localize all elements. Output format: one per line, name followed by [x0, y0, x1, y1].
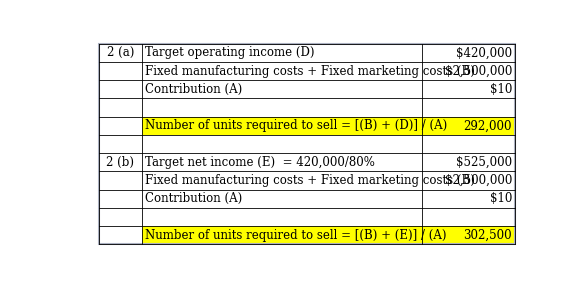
Bar	[99, 171, 142, 190]
Text: $2,500,000: $2,500,000	[445, 65, 512, 78]
Bar	[422, 135, 514, 153]
Bar	[142, 153, 422, 171]
Bar	[142, 171, 422, 190]
Bar	[422, 44, 514, 62]
Bar	[142, 208, 422, 226]
Text: Fixed manufacturing costs + Fixed marketing costs (B): Fixed manufacturing costs + Fixed market…	[145, 174, 475, 187]
Text: 302,500: 302,500	[463, 229, 512, 242]
Text: Number of units required to sell = [(B) + (D)] / (A): Number of units required to sell = [(B) …	[145, 119, 447, 132]
Text: Fixed manufacturing costs + Fixed marketing costs (B): Fixed manufacturing costs + Fixed market…	[145, 65, 475, 78]
Text: 2 (b): 2 (b)	[106, 156, 135, 169]
Bar	[99, 44, 142, 62]
Bar	[99, 226, 142, 244]
Bar	[142, 135, 422, 153]
Bar	[99, 98, 142, 117]
Bar	[142, 44, 422, 62]
Text: Number of units required to sell = [(B) + (E)] / (A): Number of units required to sell = [(B) …	[145, 229, 446, 242]
Bar	[422, 80, 514, 98]
Bar	[422, 190, 514, 208]
Text: $10: $10	[489, 83, 512, 96]
Text: $420,000: $420,000	[456, 46, 512, 59]
Text: $2,500,000: $2,500,000	[445, 174, 512, 187]
Bar	[142, 80, 422, 98]
Text: Contribution (A): Contribution (A)	[145, 192, 242, 205]
Text: Contribution (A): Contribution (A)	[145, 83, 242, 96]
Bar	[422, 62, 514, 80]
Bar	[99, 80, 142, 98]
Text: $525,000: $525,000	[456, 156, 512, 169]
Bar	[422, 117, 514, 135]
Bar	[422, 226, 514, 244]
Bar	[422, 208, 514, 226]
Bar	[422, 153, 514, 171]
Bar	[422, 98, 514, 117]
Bar	[422, 171, 514, 190]
Bar	[142, 117, 422, 135]
Text: 292,000: 292,000	[463, 119, 512, 132]
Bar	[142, 98, 422, 117]
Text: $10: $10	[489, 192, 512, 205]
Bar	[142, 62, 422, 80]
Text: Target operating income (D): Target operating income (D)	[145, 46, 315, 59]
Bar	[142, 226, 422, 244]
Text: 2 (a): 2 (a)	[106, 46, 134, 59]
Bar	[142, 190, 422, 208]
Bar	[99, 135, 142, 153]
Text: Target net income (E)  = 420,000/80%: Target net income (E) = 420,000/80%	[145, 156, 375, 169]
Bar	[99, 153, 142, 171]
Bar	[99, 62, 142, 80]
Bar	[99, 117, 142, 135]
Bar	[99, 208, 142, 226]
Bar	[99, 190, 142, 208]
